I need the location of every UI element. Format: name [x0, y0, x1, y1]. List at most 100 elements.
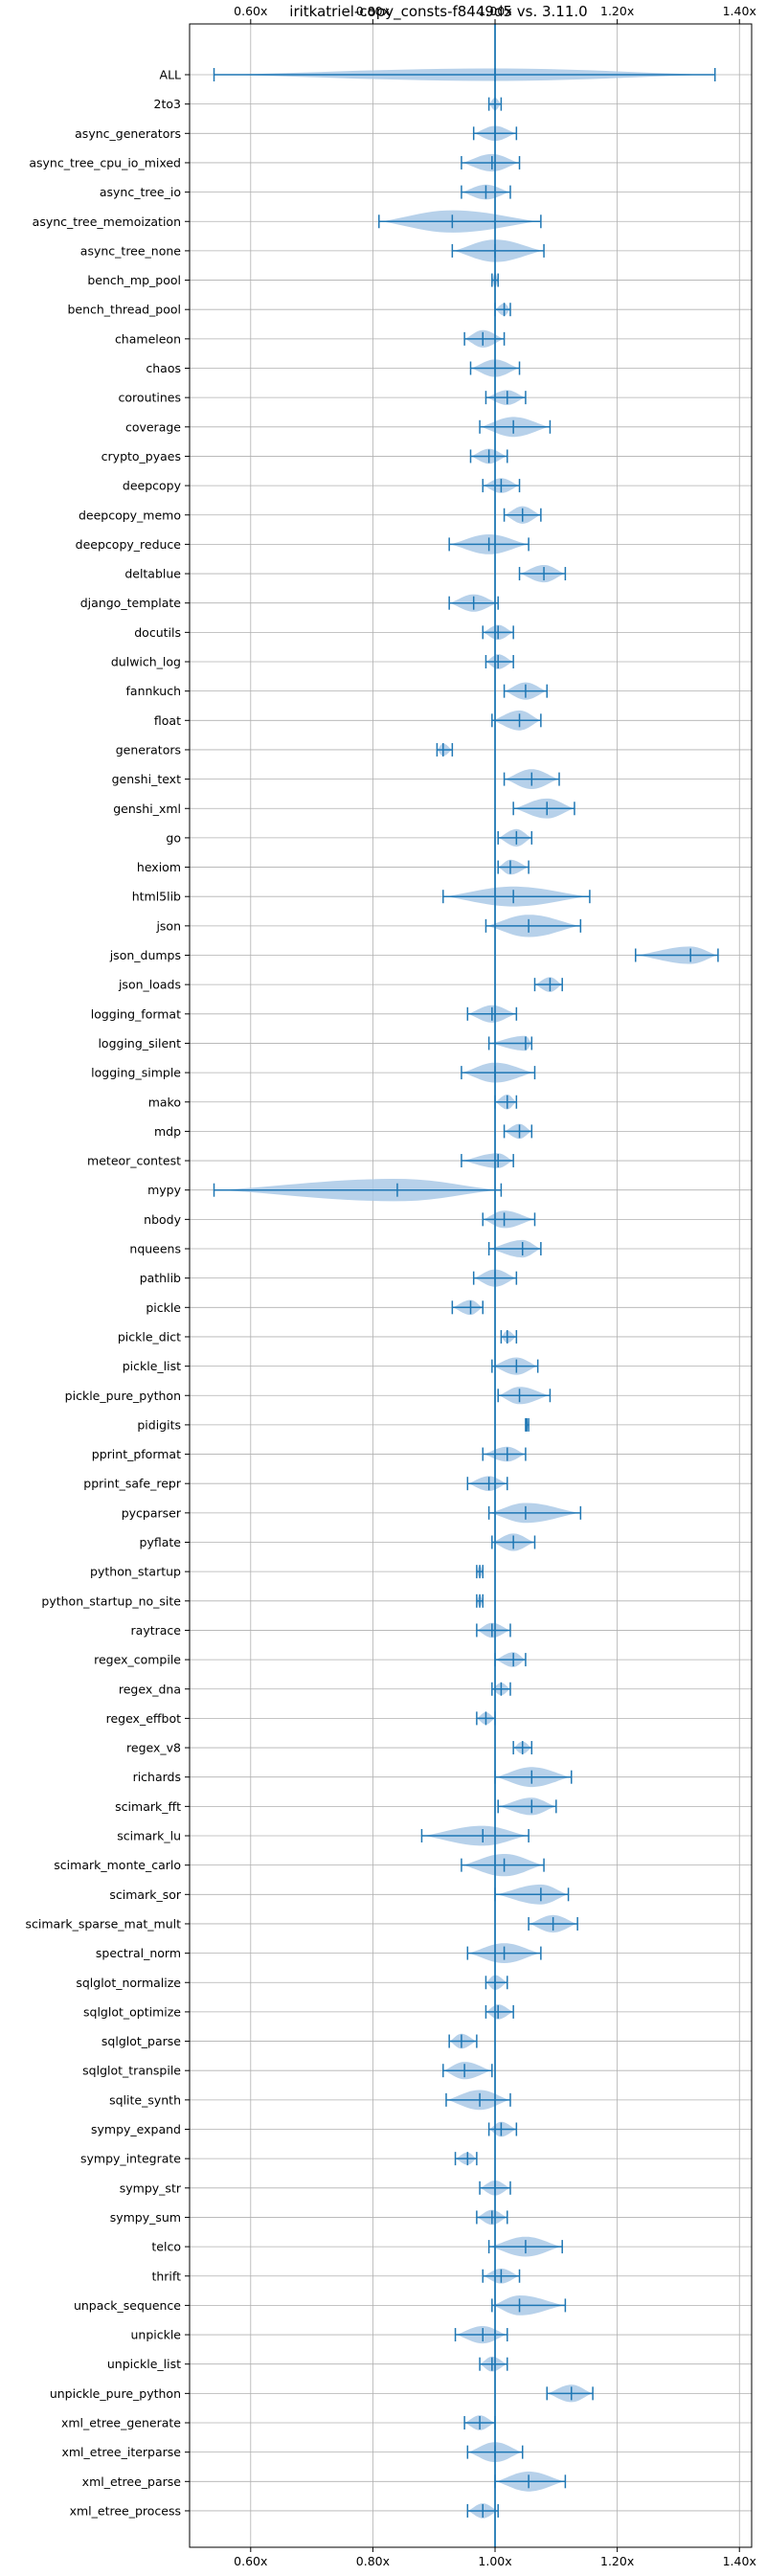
violin-json [484, 915, 582, 938]
category-label: nbody [144, 1212, 181, 1227]
category-label: thrift [151, 2269, 181, 2283]
violin-nbody [482, 1210, 536, 1229]
category-label: pickle_pure_python [65, 1389, 181, 1403]
violin-pickle_dict [500, 1329, 518, 1344]
violin-pidigits [525, 1417, 529, 1432]
category-label: json_loads [118, 978, 181, 992]
category-label: 2to3 [154, 97, 181, 111]
violin-sqlite_synth [445, 2090, 511, 2111]
category-label: scimark_sparse_mat_mult [26, 1916, 182, 1931]
violin-sympy_expand [487, 2121, 518, 2137]
violin-scimark_monte_carlo [461, 1854, 545, 1877]
violin-docutils [482, 624, 514, 641]
category-label: python_startup [90, 1565, 181, 1579]
category-label: regex_dna [119, 1682, 181, 1696]
violin-pickle_list [491, 1357, 539, 1375]
category-label: crypto_pyaes [101, 449, 181, 463]
category-label: pickle [146, 1300, 181, 1315]
violin-json_loads [533, 977, 563, 992]
category-label: spectral_norm [96, 1946, 181, 1960]
category-label: docutils [134, 625, 181, 640]
violin-crypto_pyaes [469, 448, 508, 464]
category-label: json_dumps [109, 948, 181, 962]
violin-sympy_integrate [454, 2152, 478, 2166]
violin-sqlglot_parse [448, 2033, 478, 2049]
violin-sympy_sum [476, 2209, 508, 2226]
violin-python_startup_no_site [476, 1593, 484, 1608]
violin-richards [494, 1767, 573, 1788]
violin-coroutines [484, 390, 527, 405]
category-label: regex_compile [94, 1653, 181, 1667]
violin-telco [487, 2236, 563, 2257]
category-label: coroutines [119, 391, 181, 405]
violin-async_tree_memoization [378, 210, 542, 233]
category-label: sqlglot_normalize [76, 1976, 181, 1990]
category-label: genshi_text [112, 772, 181, 786]
violin-xml_etree_generate [463, 2415, 496, 2430]
category-label: sympy_str [120, 2181, 182, 2195]
grid-lines [190, 24, 752, 2547]
category-label: mypy [147, 1183, 182, 1197]
category-label: xml_etree_iterparse [61, 2445, 181, 2459]
axes: 0.60x 0.60x 0.80x 0.80x 1.00x 1.00x 1.20x 1.20x… [26, 4, 756, 2568]
violin-scimark_sor [494, 1884, 570, 1905]
violin-pycparser [487, 1503, 582, 1524]
violin-dulwich_log [484, 654, 514, 669]
category-label: sympy_sum [110, 2210, 181, 2225]
category-label: deltablue [124, 567, 181, 581]
violin-mdp [503, 1123, 533, 1140]
violin-mypy [213, 1179, 503, 1202]
x-tick-label-bottom: 1.40x [723, 2554, 756, 2568]
category-label: regex_v8 [126, 1741, 181, 1755]
plot-frame [189, 23, 753, 2548]
violin-logging_format [466, 1005, 518, 1023]
category-label: python_startup_no_site [41, 1593, 181, 1608]
category-label: deepcopy [123, 479, 182, 493]
category-label: scimark_lu [117, 1829, 181, 1843]
violin-unpack_sequence [491, 2295, 567, 2316]
violin-pprint_safe_repr [466, 1476, 508, 1491]
violin-float [491, 710, 542, 731]
category-label: generators [116, 742, 181, 757]
category-label: async_tree_none [80, 243, 182, 258]
category-label: logging_silent [98, 1036, 181, 1051]
violin-nqueens [487, 1239, 542, 1258]
violin-fannkuch [503, 682, 549, 700]
x-tick-label-bottom: 1.20x [600, 2554, 634, 2568]
violin-meteor_contest [461, 1153, 514, 1168]
category-label: hexiom [137, 860, 181, 874]
violin-go [497, 828, 533, 847]
category-label: unpickle_pure_python [50, 2386, 181, 2401]
category-label: pidigits [137, 1417, 181, 1432]
category-label: raytrace [131, 1623, 182, 1638]
violin-thrift [482, 2268, 521, 2284]
category-label: sympy_integrate [80, 2152, 181, 2166]
category-label: richards [133, 1770, 181, 1784]
category-label: logging_format [91, 1006, 181, 1021]
violin-hexiom [497, 859, 529, 875]
violin-mako [494, 1095, 518, 1110]
violin-ALL [213, 68, 716, 81]
violin-sqlglot_transpile [442, 2062, 493, 2080]
violin-genshi_xml [512, 798, 575, 819]
x-tick-label-bottom: 0.60x [234, 2554, 267, 2568]
category-label: pyflate [140, 1535, 182, 1549]
category-label: chameleon [115, 331, 181, 346]
violin-bench_thread_pool [494, 303, 511, 317]
category-label: deepcopy_memo [79, 508, 181, 522]
category-label: telco [151, 2240, 181, 2254]
violin-pickle [451, 1299, 484, 1316]
violin-xml_etree_process [466, 2503, 499, 2519]
violin-pprint_pformat [482, 1446, 527, 1462]
violin-deepcopy [482, 478, 521, 493]
category-label: scimark_fft [115, 1799, 181, 1814]
category-label: genshi_xml [113, 802, 181, 816]
category-label: async_tree_memoization [33, 215, 181, 229]
violin-regex_dna [491, 1682, 511, 1696]
violin-unpickle [454, 2326, 508, 2344]
violin-chameleon [463, 329, 506, 348]
violin-async_tree_cpu_io_mixed [461, 153, 521, 171]
x-tick-label-bottom: 0.80x [356, 2554, 390, 2568]
violin-python_startup [476, 1565, 484, 1579]
violin-html5lib [442, 886, 591, 907]
